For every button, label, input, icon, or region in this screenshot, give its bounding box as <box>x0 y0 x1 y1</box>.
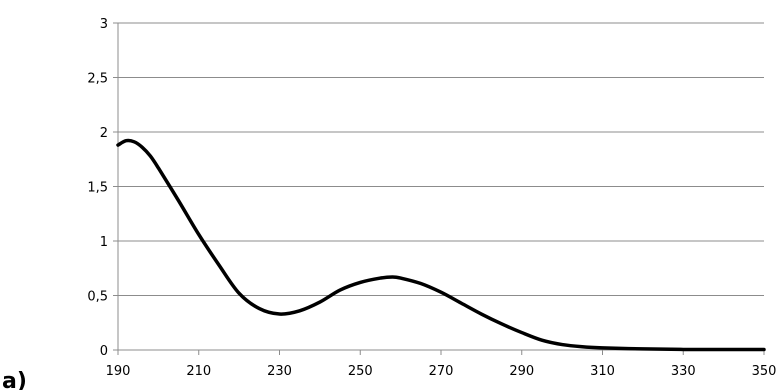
y-tick-label-1: 0,5 <box>87 290 108 305</box>
x-tick-labels: 190 210 230 250 270 290 310 330 350 <box>106 364 777 379</box>
x-tick-label-2: 230 <box>267 364 292 379</box>
series-line-0 <box>116 138 766 352</box>
y-tick-label-5: 2,5 <box>87 72 108 87</box>
x-tick-label-8: 350 <box>752 364 777 379</box>
gridlines <box>118 22 764 296</box>
x-tick-label-7: 330 <box>671 364 696 379</box>
series-lines <box>116 138 766 352</box>
y-tick-label-2: 1 <box>100 235 108 250</box>
x-tick-label-6: 310 <box>590 364 615 379</box>
y-tick-labels: 0 0,5 1 1,5 2 2,5 3 <box>87 17 108 359</box>
y-tick-label-4: 2 <box>100 126 108 141</box>
axes <box>113 22 765 355</box>
x-tick-label-4: 270 <box>429 364 454 379</box>
x-tick-label-3: 250 <box>348 364 373 379</box>
x-tick-label-0: 190 <box>106 364 131 379</box>
panel-label: a) <box>2 369 27 390</box>
y-tick-label-6: 3 <box>100 17 108 32</box>
y-tick-label-3: 1,5 <box>87 181 108 196</box>
y-tick-label-0: 0 <box>100 344 108 359</box>
x-tick-label-5: 290 <box>509 364 534 379</box>
x-tick-label-1: 210 <box>186 364 211 379</box>
